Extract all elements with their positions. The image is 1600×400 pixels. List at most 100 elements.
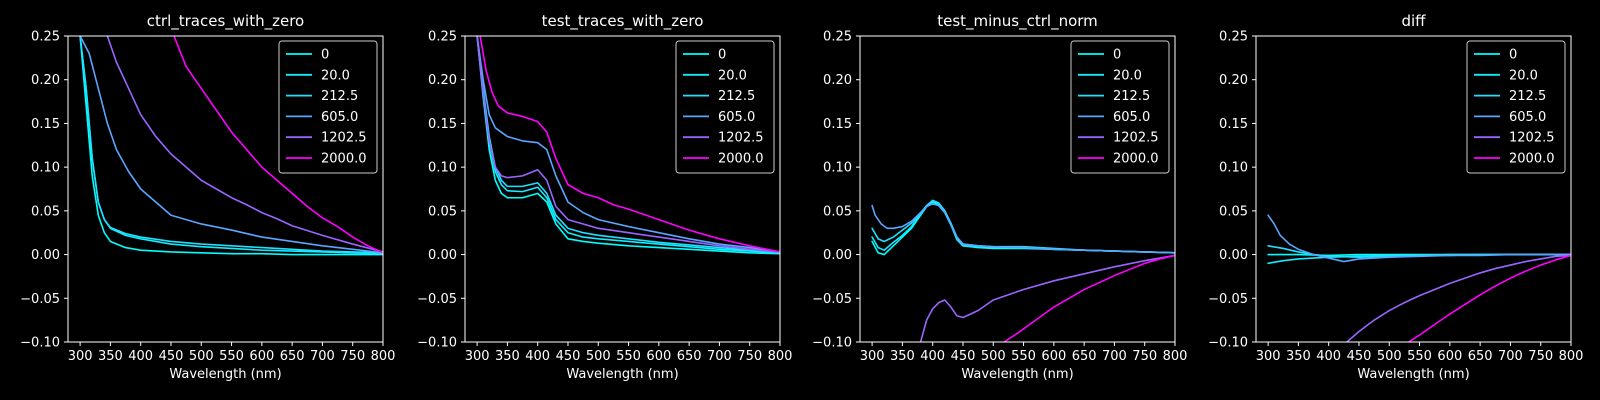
legend-label: 20.0 (1113, 68, 1142, 83)
chart-panel-1: 300 350 400 450 500 550 600 650 700 750 800 0.25 0.2… (20, 12, 395, 382)
y-tick-label: 0.25 (31, 30, 60, 45)
x-tick-label: 700 (1498, 349, 1523, 364)
y-tick-label: 0.00 (823, 248, 852, 263)
y-tick-label: 0.05 (1219, 204, 1248, 219)
x-tick-label: 450 (159, 349, 184, 364)
x-tick-label: 600 (646, 349, 671, 364)
legend-label: 1202.5 (321, 131, 367, 146)
series-line-20.0 (871, 202, 1175, 254)
series-line-605.0 (871, 203, 1175, 254)
legend-label: 605.0 (718, 110, 755, 125)
x-tick-label: 600 (249, 349, 274, 364)
legend: 0 20.0 212.5 605.0 1202.5 2000.0 (278, 40, 378, 174)
legend-label: 1202.5 (718, 131, 764, 146)
x-tick-label: 400 (128, 349, 153, 364)
legend-label: 20.0 (321, 68, 350, 83)
y-tick-label: 0.15 (31, 117, 60, 132)
x-tick-label: 650 (1468, 349, 1493, 364)
y-tick-label: −0.05 (1208, 292, 1248, 307)
series-line-1202.5 (919, 254, 1175, 342)
y-tick-label: 0.00 (1219, 248, 1248, 263)
x-tick-label: 700 (1102, 349, 1127, 364)
legend-label: 1202.5 (1113, 131, 1159, 146)
x-tick-label: 300 (465, 349, 490, 364)
chart-panel-3: 300 350 400 450 500 550 600 650 700 750 800 0.25 0.2… (812, 12, 1187, 382)
x-tick-label: 800 (768, 349, 793, 364)
y-tick-label: 0.00 (31, 248, 60, 263)
legend-label: 605.0 (1509, 110, 1546, 125)
x-tick-label: 500 (586, 349, 611, 364)
legend-label: 2000.0 (1113, 152, 1159, 167)
x-tick-label: 500 (981, 349, 1006, 364)
y-tick-label: 0.20 (428, 73, 457, 88)
series-line-2000.0 (173, 36, 383, 254)
series-line-212.5 (871, 199, 1175, 254)
y-tick-label: 0.00 (428, 248, 457, 263)
x-tick-label: 800 (1559, 349, 1584, 364)
chart-title: diff (1401, 12, 1426, 30)
x-tick-label: 350 (890, 349, 915, 364)
y-tick-label: 0.05 (823, 204, 852, 219)
x-tick-label: 750 (1132, 349, 1157, 364)
series-group (1267, 214, 1571, 342)
x-tick-label: 800 (1163, 349, 1188, 364)
x-tick-label: 300 (68, 349, 93, 364)
x-tick-label: 500 (1377, 349, 1402, 364)
y-tick-label: −0.05 (417, 292, 457, 307)
y-tick-label: 0.10 (1219, 161, 1248, 176)
x-tick-label: 650 (1072, 349, 1097, 364)
x-axis-label: Wavelength (nm) (961, 367, 1073, 382)
plot-frame (464, 35, 781, 343)
legend-label: 2000.0 (718, 152, 764, 167)
y-tick-label: 0.20 (31, 73, 60, 88)
y-tick-label: 0.10 (428, 161, 457, 176)
x-tick-label: 600 (1437, 349, 1462, 364)
y-tick-label: 0.20 (1219, 73, 1248, 88)
series-line-605.0 (1267, 214, 1571, 263)
legend: 0 20.0 212.5 605.0 1202.5 2000.0 (675, 40, 775, 174)
series-line-1202.5 (106, 36, 383, 253)
y-tick-label: 0.15 (428, 117, 457, 132)
y-tick-label: 0.20 (823, 73, 852, 88)
x-tick-label: 550 (1407, 349, 1432, 364)
y-tick-label: 0.10 (823, 161, 852, 176)
series-line-2000.0 (1407, 254, 1571, 342)
series-line-0 (79, 36, 383, 256)
x-tick-label: 400 (920, 349, 945, 364)
x-tick-label: 400 (1316, 349, 1341, 364)
legend: 0 20.0 212.5 605.0 1202.5 2000.0 (1070, 40, 1170, 174)
legend-label: 2000.0 (321, 152, 367, 167)
x-tick-label: 350 (98, 349, 123, 364)
x-tick-label: 550 (616, 349, 641, 364)
series-line-0 (476, 36, 780, 255)
y-tick-label: −0.10 (812, 336, 852, 351)
legend-label: 212.5 (718, 89, 755, 104)
series-line-20.0 (476, 36, 780, 254)
x-tick-label: 450 (556, 349, 581, 364)
legend-label: 0 (1113, 48, 1121, 63)
plot-frame (859, 35, 1176, 343)
legend-label: 20.0 (718, 68, 747, 83)
y-tick-label: 0.10 (31, 161, 60, 176)
chart-title: test_minus_ctrl_norm (937, 12, 1098, 31)
x-tick-label: 650 (280, 349, 305, 364)
legend-label: 1202.5 (1509, 131, 1555, 146)
plot-frame (67, 35, 384, 343)
legend: 0 20.0 212.5 605.0 1202.5 2000.0 (1466, 40, 1566, 174)
y-tick-label: −0.05 (20, 292, 60, 307)
series-line-2000.0 (1003, 254, 1175, 342)
legend-label: 605.0 (1113, 110, 1150, 125)
series-line-1202.5 (476, 36, 780, 253)
y-tick-label: 0.25 (428, 30, 457, 45)
x-tick-label: 550 (219, 349, 244, 364)
x-tick-label: 750 (1528, 349, 1553, 364)
series-line-2000.0 (479, 36, 780, 253)
series-group (476, 36, 780, 255)
x-tick-label: 500 (189, 349, 214, 364)
x-tick-label: 750 (737, 349, 762, 364)
x-tick-label: 400 (525, 349, 550, 364)
y-tick-label: −0.10 (1208, 336, 1248, 351)
legend-label: 0 (321, 48, 329, 63)
x-axis-label: Wavelength (nm) (169, 367, 281, 382)
